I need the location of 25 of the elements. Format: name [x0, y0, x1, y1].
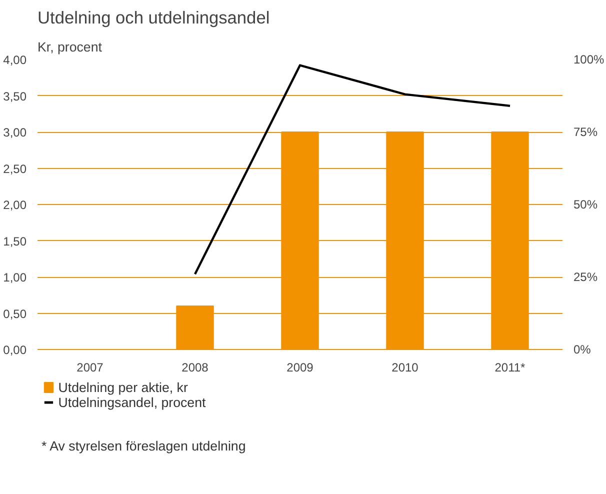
chart-title: Utdelning och utdelningsandel: [38, 8, 270, 28]
text: * Av styrelsen föreslagen utdelning: [42, 438, 246, 454]
y-tick-label: 1,50: [3, 234, 27, 248]
y-tick-label: 0,00: [3, 343, 27, 357]
y-tick-label: 0,50: [3, 306, 27, 321]
legend-label: Utdelning per aktie, kr: [58, 380, 188, 395]
y2-tick-label: 50%: [574, 198, 598, 212]
y-tick-label: 1,00: [3, 270, 27, 284]
y-tick-label: 2,00: [3, 198, 27, 212]
y2-tick-label: 25%: [574, 270, 598, 284]
y2-tick-label: 100%: [574, 52, 605, 66]
y-tick-label: 2,50: [3, 162, 27, 176]
x-tick-label: 2010: [392, 360, 419, 374]
chart-subtitle: Kr, procent: [38, 40, 102, 54]
x-tick-label: 2011*: [494, 360, 526, 374]
line-series: [194, 64, 512, 276]
x-tick-label: 2007: [76, 360, 104, 374]
legend-label: Utdelningsandel, procent: [58, 395, 206, 410]
y-tick-label: 3,50: [3, 89, 27, 104]
y-tick-label: 4,00: [3, 53, 27, 67]
y-tick-label: 3,00: [3, 126, 27, 140]
x-tick-label: 2009: [286, 360, 314, 374]
y2-tick-label: 75%: [574, 125, 598, 139]
x-tick-label: 2008: [182, 360, 209, 374]
y2-tick-label: 0%: [574, 342, 592, 356]
